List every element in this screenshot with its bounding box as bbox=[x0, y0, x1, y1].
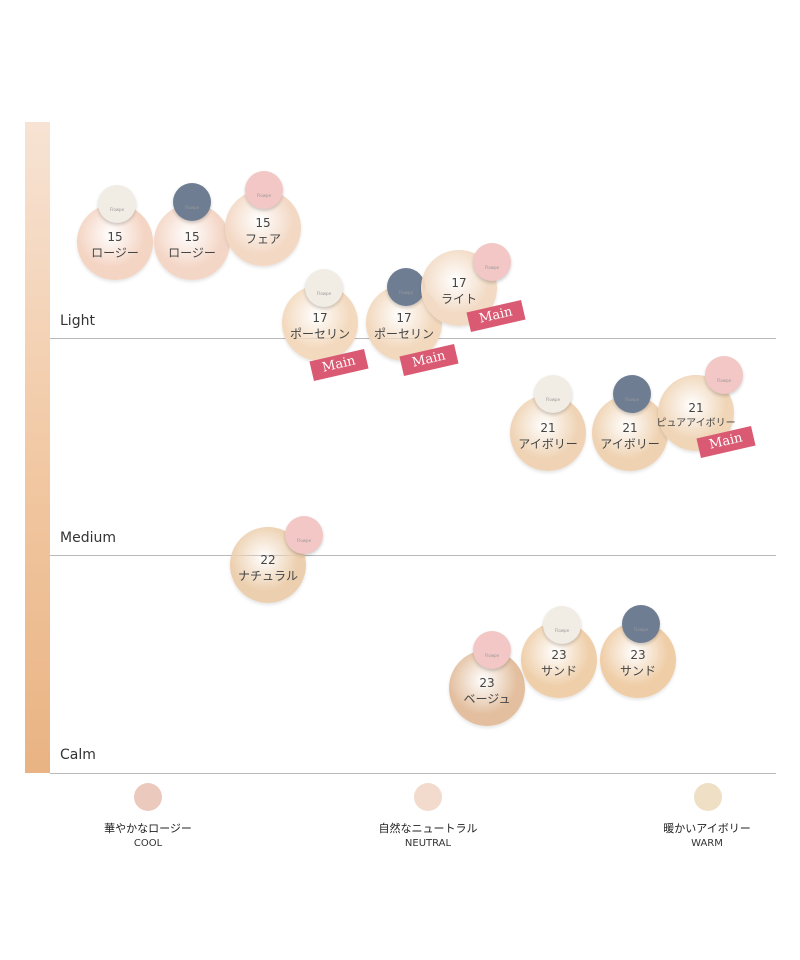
cushion-cap-icon: Flowpe bbox=[305, 269, 343, 307]
swatch-name: サンド bbox=[540, 664, 577, 678]
legend-dot-neutral bbox=[414, 783, 442, 811]
cap-brand-text: Flowpe bbox=[624, 397, 640, 402]
level-label-medium: Medium bbox=[60, 530, 116, 546]
swatch-shade: 17 bbox=[396, 311, 412, 325]
swatch-name: ポーセリン bbox=[289, 327, 350, 341]
cap-brand-text: Flowpe bbox=[633, 627, 649, 632]
swatch-name: サンド bbox=[619, 664, 656, 678]
cushion-cap-icon: Flowpe bbox=[387, 268, 425, 306]
cap-brand-text: Flowpe bbox=[398, 290, 414, 295]
swatch-name: ライト bbox=[440, 292, 477, 306]
cap-brand-text: Flowpe bbox=[716, 378, 732, 383]
swatch-name: ナチュラル bbox=[237, 569, 298, 583]
cushion-cap-icon: Flowpe bbox=[534, 375, 572, 413]
swatch-shade: 21 bbox=[622, 421, 638, 435]
cushion-cap-icon: Flowpe bbox=[473, 631, 511, 669]
cap-brand-text: Flowpe bbox=[296, 538, 312, 543]
cushion-cap-icon: Flowpe bbox=[245, 171, 283, 209]
cushion-cap-icon: Flowpe bbox=[622, 605, 660, 643]
swatch-shade: 23 bbox=[551, 648, 567, 662]
cap-brand-text: Flowpe bbox=[545, 397, 561, 402]
swatch-shade: 22 bbox=[260, 553, 276, 567]
brightness-gradient-bar bbox=[25, 122, 50, 773]
swatch-name: ポーセリン bbox=[373, 327, 434, 341]
swatch-shade: 17 bbox=[312, 311, 328, 325]
cap-brand-text: Flowpe bbox=[184, 205, 200, 210]
swatch-shade: 15 bbox=[255, 216, 271, 230]
swatch-shade: 15 bbox=[184, 230, 200, 244]
cushion-cap-icon: Flowpe bbox=[613, 375, 651, 413]
swatch-name: ロージー bbox=[168, 246, 216, 260]
swatch-shade: 17 bbox=[451, 276, 467, 290]
legend-name-warm: 暖かいアイボリー bbox=[663, 822, 751, 835]
level-line-medium bbox=[50, 555, 776, 556]
cushion-cap-icon: Flowpe bbox=[173, 183, 211, 221]
swatch-shade: 15 bbox=[107, 230, 123, 244]
legend-name-neutral: 自然なニュートラル bbox=[378, 822, 478, 835]
legend-sub-warm: WARM bbox=[691, 838, 723, 849]
cap-brand-text: Flowpe bbox=[109, 207, 125, 212]
cap-brand-text: Flowpe bbox=[484, 265, 500, 270]
cushion-cap-icon: Flowpe bbox=[98, 185, 136, 223]
cushion-cap-icon: Flowpe bbox=[473, 243, 511, 281]
swatch-name: ベージュ bbox=[463, 692, 511, 706]
swatch-shade: 21 bbox=[540, 421, 556, 435]
cap-brand-text: Flowpe bbox=[554, 628, 570, 633]
cushion-cap-icon: Flowpe bbox=[705, 356, 743, 394]
cap-brand-text: Flowpe bbox=[316, 291, 332, 296]
level-line-calm bbox=[50, 773, 776, 774]
legend-name-cool: 華やかなロージー bbox=[104, 822, 192, 835]
legend-dot-cool bbox=[134, 783, 162, 811]
cushion-cap-icon: Flowpe bbox=[285, 516, 323, 554]
swatch-name: アイボリー bbox=[600, 437, 660, 451]
swatch-name: ピュアアイボリー bbox=[656, 418, 736, 429]
swatch-shade: 23 bbox=[479, 676, 495, 690]
legend-sub-neutral: NEUTRAL bbox=[404, 838, 452, 849]
legend-sub-cool: COOL bbox=[133, 838, 163, 849]
swatch-name: フェア bbox=[244, 232, 281, 246]
cap-brand-text: Flowpe bbox=[484, 653, 500, 658]
cap-brand-text: Flowpe bbox=[256, 193, 272, 198]
legend-dot-warm bbox=[694, 783, 722, 811]
level-label-calm: Calm bbox=[60, 747, 96, 763]
swatch-name: アイボリー bbox=[518, 437, 578, 451]
swatch-shade: 23 bbox=[630, 648, 646, 662]
swatch-shade: 21 bbox=[688, 401, 704, 415]
cushion-cap-icon: Flowpe bbox=[543, 606, 581, 644]
level-label-light: Light bbox=[60, 313, 95, 329]
swatch-name: ロージー bbox=[91, 246, 139, 260]
